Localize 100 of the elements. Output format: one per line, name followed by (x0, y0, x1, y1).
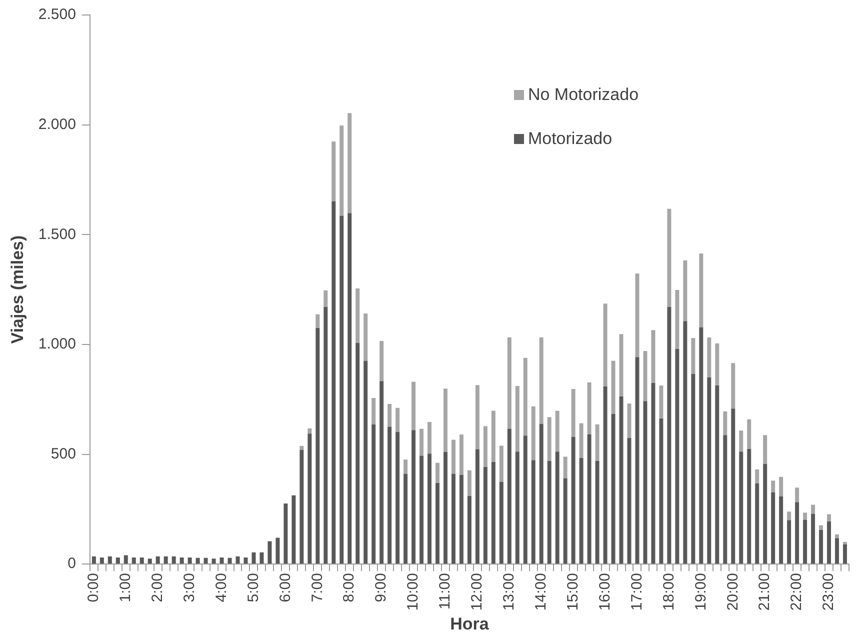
bar (842, 544, 847, 564)
bar (683, 321, 688, 564)
bar (667, 306, 672, 564)
bar (827, 514, 831, 522)
x-tick-label: 8:00 (340, 573, 358, 602)
bar (571, 389, 576, 437)
bar (539, 337, 544, 424)
bar (691, 338, 696, 374)
x-tick-label: 1:00 (117, 573, 134, 602)
x-tick-label: 12:00 (468, 573, 486, 611)
bar (316, 314, 320, 328)
bar (292, 495, 296, 564)
bar (308, 428, 312, 434)
bar (563, 478, 568, 564)
bar (811, 514, 816, 564)
x-tick-label: 2:00 (148, 573, 166, 602)
x-tick-label: 0:00 (85, 573, 102, 602)
bar (723, 435, 728, 564)
bar (771, 480, 776, 492)
bar (420, 428, 424, 456)
bar (739, 430, 744, 452)
bar (699, 254, 704, 328)
legend-label: Motorizado (528, 129, 612, 149)
bar (667, 208, 672, 307)
bar (763, 464, 768, 564)
bar (396, 432, 400, 564)
bar (603, 386, 608, 564)
y-axis-title: Viajes (miles) (8, 235, 27, 344)
bar (523, 358, 528, 436)
bar (372, 398, 376, 424)
x-tick-label: 6:00 (276, 573, 294, 602)
x-tick-label: 16:00 (596, 573, 614, 611)
bar (834, 534, 839, 538)
legend-label: No Motorizado (528, 85, 639, 105)
bar (723, 411, 728, 436)
bar (747, 419, 752, 449)
bar (364, 360, 368, 564)
bar (539, 424, 544, 564)
bar (803, 512, 808, 520)
bar (635, 274, 640, 358)
bar (204, 558, 208, 564)
bar (659, 386, 664, 418)
bar (579, 423, 584, 458)
bar (651, 382, 656, 564)
y-tick-label: 1.500 (38, 226, 76, 243)
bar (731, 408, 736, 564)
bar (523, 436, 528, 564)
bar (124, 555, 128, 564)
bar (428, 454, 432, 564)
bar (300, 446, 304, 450)
x-tick-label: 10:00 (404, 573, 422, 611)
bar (188, 557, 192, 564)
x-tick-label: 14:00 (532, 573, 550, 611)
bar (795, 502, 800, 564)
bar (579, 458, 584, 564)
bar (555, 452, 560, 564)
bar (771, 492, 776, 564)
bar (499, 482, 504, 564)
bar (555, 410, 560, 452)
bar (595, 460, 600, 564)
bar (547, 417, 552, 461)
bar (404, 460, 408, 474)
bar (707, 377, 712, 564)
bar (675, 290, 680, 350)
bar (691, 374, 696, 564)
bar (787, 512, 792, 520)
bar (388, 426, 392, 564)
bar (260, 552, 264, 564)
bar (372, 424, 376, 564)
bar (404, 474, 408, 564)
bar (515, 452, 520, 564)
bar (252, 552, 256, 564)
bar (196, 558, 200, 564)
x-tick-label: 20:00 (724, 573, 742, 611)
bar (220, 557, 224, 564)
x-tick-label: 15:00 (564, 573, 582, 611)
bar (396, 408, 400, 432)
bar (739, 452, 744, 564)
bar (108, 556, 112, 564)
bar (842, 542, 847, 544)
bar (156, 556, 160, 564)
bar (380, 381, 384, 564)
bar (531, 406, 536, 460)
bar (172, 556, 176, 564)
bar (316, 328, 320, 564)
bar (619, 396, 624, 564)
bar (483, 426, 488, 467)
x-tick-label: 22:00 (788, 573, 806, 611)
bar (100, 557, 104, 564)
bar (356, 288, 360, 343)
bar (547, 460, 552, 564)
bar (779, 476, 784, 496)
bar (459, 474, 464, 564)
bar (443, 388, 448, 452)
bar (300, 450, 304, 564)
bar (683, 260, 688, 322)
bar (244, 557, 248, 564)
bar (587, 434, 592, 564)
bar (356, 342, 360, 564)
x-tick-label: 21:00 (756, 573, 774, 611)
